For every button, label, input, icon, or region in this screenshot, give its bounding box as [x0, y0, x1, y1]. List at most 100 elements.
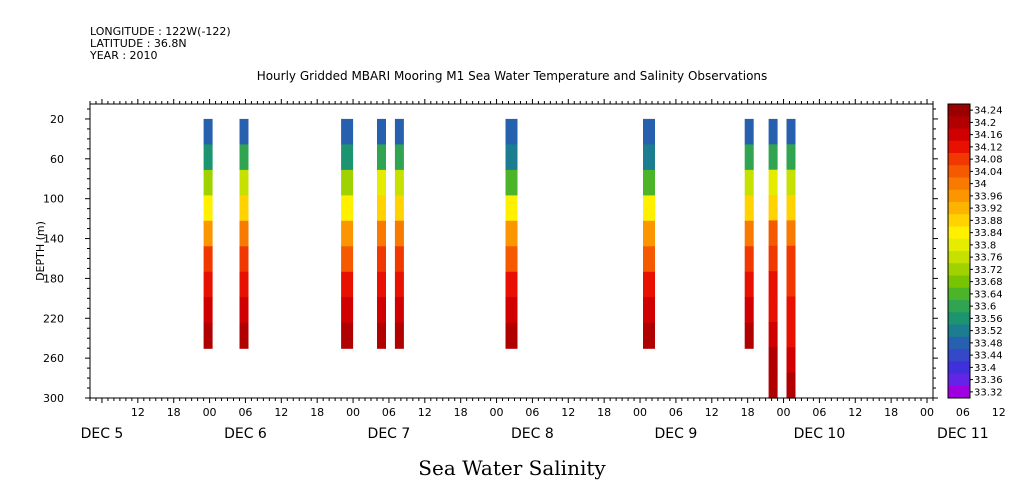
- x-tick-label: 18: [597, 406, 611, 419]
- x-tick-label: 18: [454, 406, 468, 419]
- salinity-cell: [643, 297, 655, 324]
- salinity-cell: [643, 195, 655, 222]
- x-day-label: DEC 10: [794, 426, 846, 442]
- salinity-cell: [744, 118, 754, 145]
- salinity-cell: [394, 297, 404, 324]
- x-tick-label: 06: [238, 406, 252, 419]
- salinity-cell: [643, 169, 655, 196]
- x-tick-label: 18: [167, 406, 181, 419]
- salinity-cell: [786, 169, 796, 196]
- x-tick-label: 12: [274, 406, 288, 419]
- colorbar-label: 33.6: [974, 302, 996, 313]
- colorbar-label: 34.16: [974, 130, 1003, 141]
- salinity-cell: [239, 322, 249, 349]
- salinity-cell: [643, 144, 655, 171]
- colorbar-label: 33.44: [974, 351, 1003, 362]
- colorbar-swatch: [948, 214, 970, 227]
- colorbar-swatch: [948, 385, 970, 399]
- colorbar-label: 33.88: [974, 216, 1003, 227]
- x-axis-title: Sea Water Salinity: [418, 456, 606, 480]
- colorbar-label: 33.64: [974, 289, 1003, 300]
- x-axis-ticks: 12 18 00 06 12 18 00 06 12 18 00 06 12 18 00 06 12 18 00 06…: [81, 99, 1006, 442]
- salinity-cell: [505, 220, 518, 247]
- colorbar-label: 33.96: [974, 191, 1003, 202]
- salinity-cell: [203, 195, 213, 222]
- salinity-cell: [744, 195, 754, 222]
- x-day-label: DEC 11: [937, 426, 989, 442]
- colorbar-swatch: [948, 361, 970, 374]
- salinity-cell: [377, 144, 386, 171]
- salinity-cell: [377, 195, 386, 222]
- salinity-cell: [786, 245, 796, 272]
- x-tick-label: 12: [418, 406, 432, 419]
- salinity-cell: [768, 271, 778, 298]
- x-tick-label: 00: [777, 406, 791, 419]
- salinity-cell: [786, 321, 796, 348]
- colorbar-swatch: [948, 104, 970, 117]
- colorbar-label: 33.68: [974, 277, 1003, 288]
- salinity-cell: [394, 271, 404, 298]
- salinity-cell: [505, 195, 518, 222]
- colorbar-swatch: [948, 226, 970, 240]
- colorbar-label: 33.92: [974, 204, 1003, 215]
- salinity-cell: [239, 271, 249, 298]
- x-tick-label: 18: [310, 406, 324, 419]
- chart-title: Hourly Gridded MBARI Mooring M1 Sea Wate…: [257, 69, 768, 83]
- x-tick-label: 12: [848, 406, 862, 419]
- colorbar-swatch: [948, 336, 970, 350]
- salinity-cell: [377, 246, 386, 273]
- x-tick-label: 12: [131, 406, 145, 419]
- salinity-cell: [786, 372, 796, 399]
- colorbar-swatch: [948, 153, 970, 166]
- x-day-label: DEC 5: [81, 426, 124, 442]
- colorbar-swatch: [948, 275, 970, 289]
- x-tick-label: 06: [956, 406, 970, 419]
- salinity-cell: [786, 220, 796, 247]
- colorbar-swatch: [948, 251, 970, 264]
- colorbar-swatch: [948, 128, 970, 142]
- y-tick-label: 140: [43, 233, 64, 246]
- colorbar-label: 33.72: [974, 265, 1003, 276]
- y-tick-label: 100: [43, 193, 64, 206]
- y-axis-label: DEPTH (m): [34, 221, 47, 281]
- salinity-cell: [768, 245, 778, 272]
- x-tick-label: 12: [705, 406, 719, 419]
- x-day-label: DEC 9: [655, 426, 698, 442]
- salinity-cell: [239, 220, 249, 247]
- plot-frame: [89, 103, 934, 399]
- salinity-cell: [394, 246, 404, 273]
- colorbar-swatch: [948, 202, 970, 215]
- salinity-cell: [394, 144, 404, 171]
- colorbar-label: 33.36: [974, 375, 1003, 386]
- colorbar-swatch: [948, 140, 970, 154]
- colorbar-label: 34.08: [974, 155, 1003, 166]
- x-tick-label: 06: [812, 406, 826, 419]
- salinity-cell: [341, 144, 354, 171]
- salinity-cell: [768, 118, 778, 145]
- x-day-label: DEC 8: [511, 426, 554, 442]
- y-tick-label: 260: [43, 352, 64, 365]
- salinity-cell: [203, 297, 213, 324]
- salinity-cell: [341, 195, 354, 222]
- salinity-cell: [744, 169, 754, 196]
- x-day-label: DEC 6: [224, 426, 267, 442]
- x-tick-label: 12: [992, 406, 1006, 419]
- salinity-cell: [768, 296, 778, 323]
- colorbar-label: 33.32: [974, 387, 1003, 398]
- x-tick-label: 06: [669, 406, 683, 419]
- salinity-cell: [768, 195, 778, 222]
- colorbar-label: 33.52: [974, 326, 1003, 337]
- x-tick-label: 00: [203, 406, 217, 419]
- salinity-cell: [744, 271, 754, 298]
- latitude-label: LATITUDE : 36.8N: [90, 37, 187, 50]
- salinity-cell: [768, 347, 778, 374]
- salinity-cell: [377, 220, 386, 247]
- salinity-cell: [341, 322, 354, 349]
- salinity-cell: [394, 118, 404, 145]
- colorbar-label: 34.2: [974, 118, 996, 129]
- salinity-cell: [643, 220, 655, 247]
- colorbar-label: 33.48: [974, 338, 1003, 349]
- salinity-cell: [786, 118, 796, 145]
- salinity-cell: [505, 144, 518, 171]
